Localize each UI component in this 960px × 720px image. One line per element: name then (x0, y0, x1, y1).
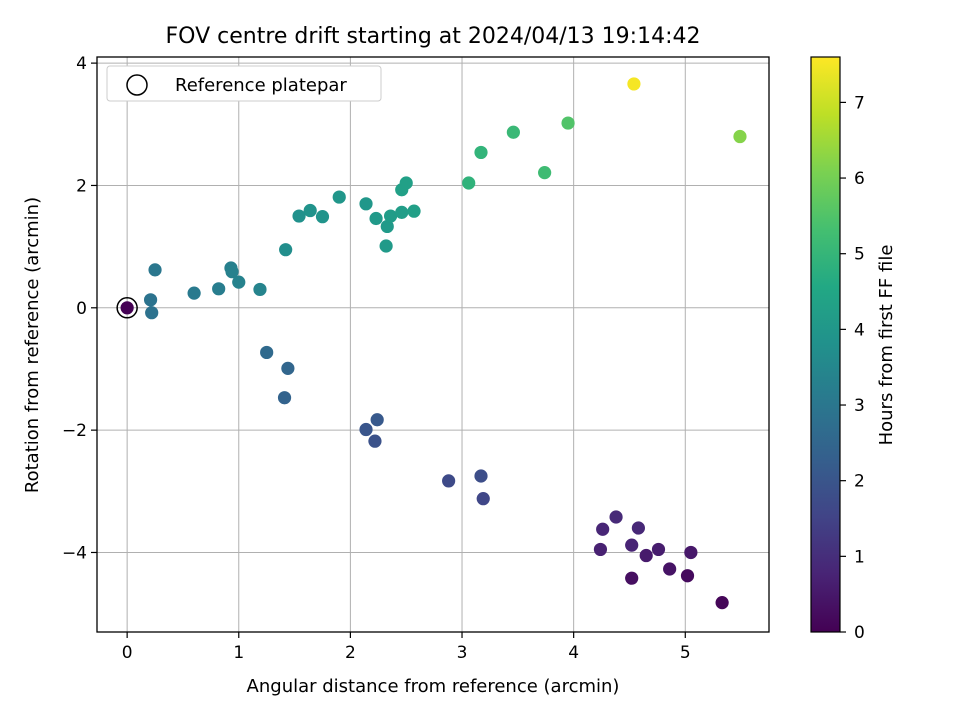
data-point (506, 125, 520, 139)
colorbar-tick-label: 0 (854, 623, 865, 643)
data-point (383, 209, 398, 223)
data-point (474, 469, 488, 483)
data-point (639, 548, 653, 563)
data-point (148, 263, 162, 277)
colorbar-label: Hours from first FF file (876, 245, 897, 446)
data-point (225, 265, 239, 279)
reference-point (120, 301, 134, 315)
data-point (370, 413, 384, 427)
data-point (561, 116, 575, 130)
legend-marker (126, 74, 148, 96)
data-point (680, 569, 695, 583)
reference-marker (116, 297, 138, 319)
data-point (232, 275, 246, 289)
legend-box (106, 65, 382, 102)
data-point (277, 391, 292, 405)
y-tick-label: −4 (62, 543, 87, 563)
plot-frame (96, 56, 770, 633)
data-point (145, 306, 159, 320)
y-tick-label: −2 (62, 421, 87, 441)
data-point (538, 166, 552, 180)
data-point (260, 345, 274, 360)
data-point (625, 571, 639, 585)
data-point (733, 129, 747, 144)
x-tick-label: 3 (457, 643, 468, 663)
data-point (212, 282, 226, 296)
colorbar-tick-label: 6 (854, 169, 865, 189)
data-point (442, 474, 456, 488)
data-point (399, 176, 413, 190)
data-point (395, 205, 409, 219)
y-axis: −4 −2 0 2 4 (62, 54, 97, 563)
colorbar-tick-label: 5 (854, 245, 865, 265)
data-point (627, 77, 641, 91)
colorbar-gradient (810, 56, 841, 633)
data-point (359, 422, 373, 437)
data-point (474, 145, 488, 160)
data-point (631, 521, 645, 535)
colorbar-tick-label: 1 (854, 547, 865, 567)
data-point (303, 203, 317, 218)
data-point (281, 361, 295, 375)
data-point (593, 542, 608, 557)
data-point (684, 545, 698, 560)
data-point (368, 434, 382, 448)
legend-entry-label: Reference platepar (175, 75, 347, 96)
data-point (462, 176, 476, 190)
data-point (476, 492, 490, 506)
data-point (380, 219, 394, 234)
colorbar-ticks: 0 1 2 3 4 5 6 7 (840, 93, 865, 643)
x-tick-label: 1 (233, 643, 244, 663)
x-tick-label: 4 (568, 643, 579, 663)
data-points (143, 77, 747, 610)
data-point (292, 209, 306, 223)
data-point (253, 282, 267, 297)
data-point (715, 596, 729, 610)
grid (97, 57, 769, 632)
x-axis: 0 1 2 3 4 5 (122, 632, 691, 663)
y-tick-label: 0 (76, 299, 87, 319)
data-point (187, 286, 201, 300)
colorbar: 0 1 2 3 4 5 6 7 Hours from first FF file (810, 56, 897, 643)
colorbar-tick-label: 2 (854, 472, 865, 492)
x-tick-label: 2 (345, 643, 356, 663)
data-point (359, 197, 373, 211)
legend: Reference platepar (106, 65, 382, 102)
data-point (332, 190, 346, 204)
data-point (609, 510, 623, 524)
data-point (663, 562, 677, 576)
reference-ring (116, 297, 138, 319)
data-point (315, 210, 330, 224)
data-point (596, 522, 610, 536)
data-point (651, 542, 666, 557)
data-point (625, 538, 639, 552)
colorbar-tick-label: 7 (854, 93, 865, 113)
colorbar-tick-label: 4 (854, 320, 865, 340)
y-axis-label: Rotation from reference (arcmin) (22, 197, 43, 493)
colorbar-tick-label: 3 (854, 396, 865, 416)
x-tick-label: 0 (122, 643, 133, 663)
x-tick-label: 5 (680, 643, 691, 663)
data-point (369, 211, 383, 226)
data-point (143, 293, 158, 307)
y-tick-label: 2 (76, 176, 87, 196)
data-point (279, 243, 293, 257)
x-axis-label: Angular distance from reference (arcmin) (247, 676, 620, 697)
y-tick-label: 4 (76, 54, 87, 74)
data-point (379, 239, 393, 253)
chart-title: FOV centre drift starting at 2024/04/13 … (166, 24, 701, 49)
data-point (407, 204, 421, 218)
